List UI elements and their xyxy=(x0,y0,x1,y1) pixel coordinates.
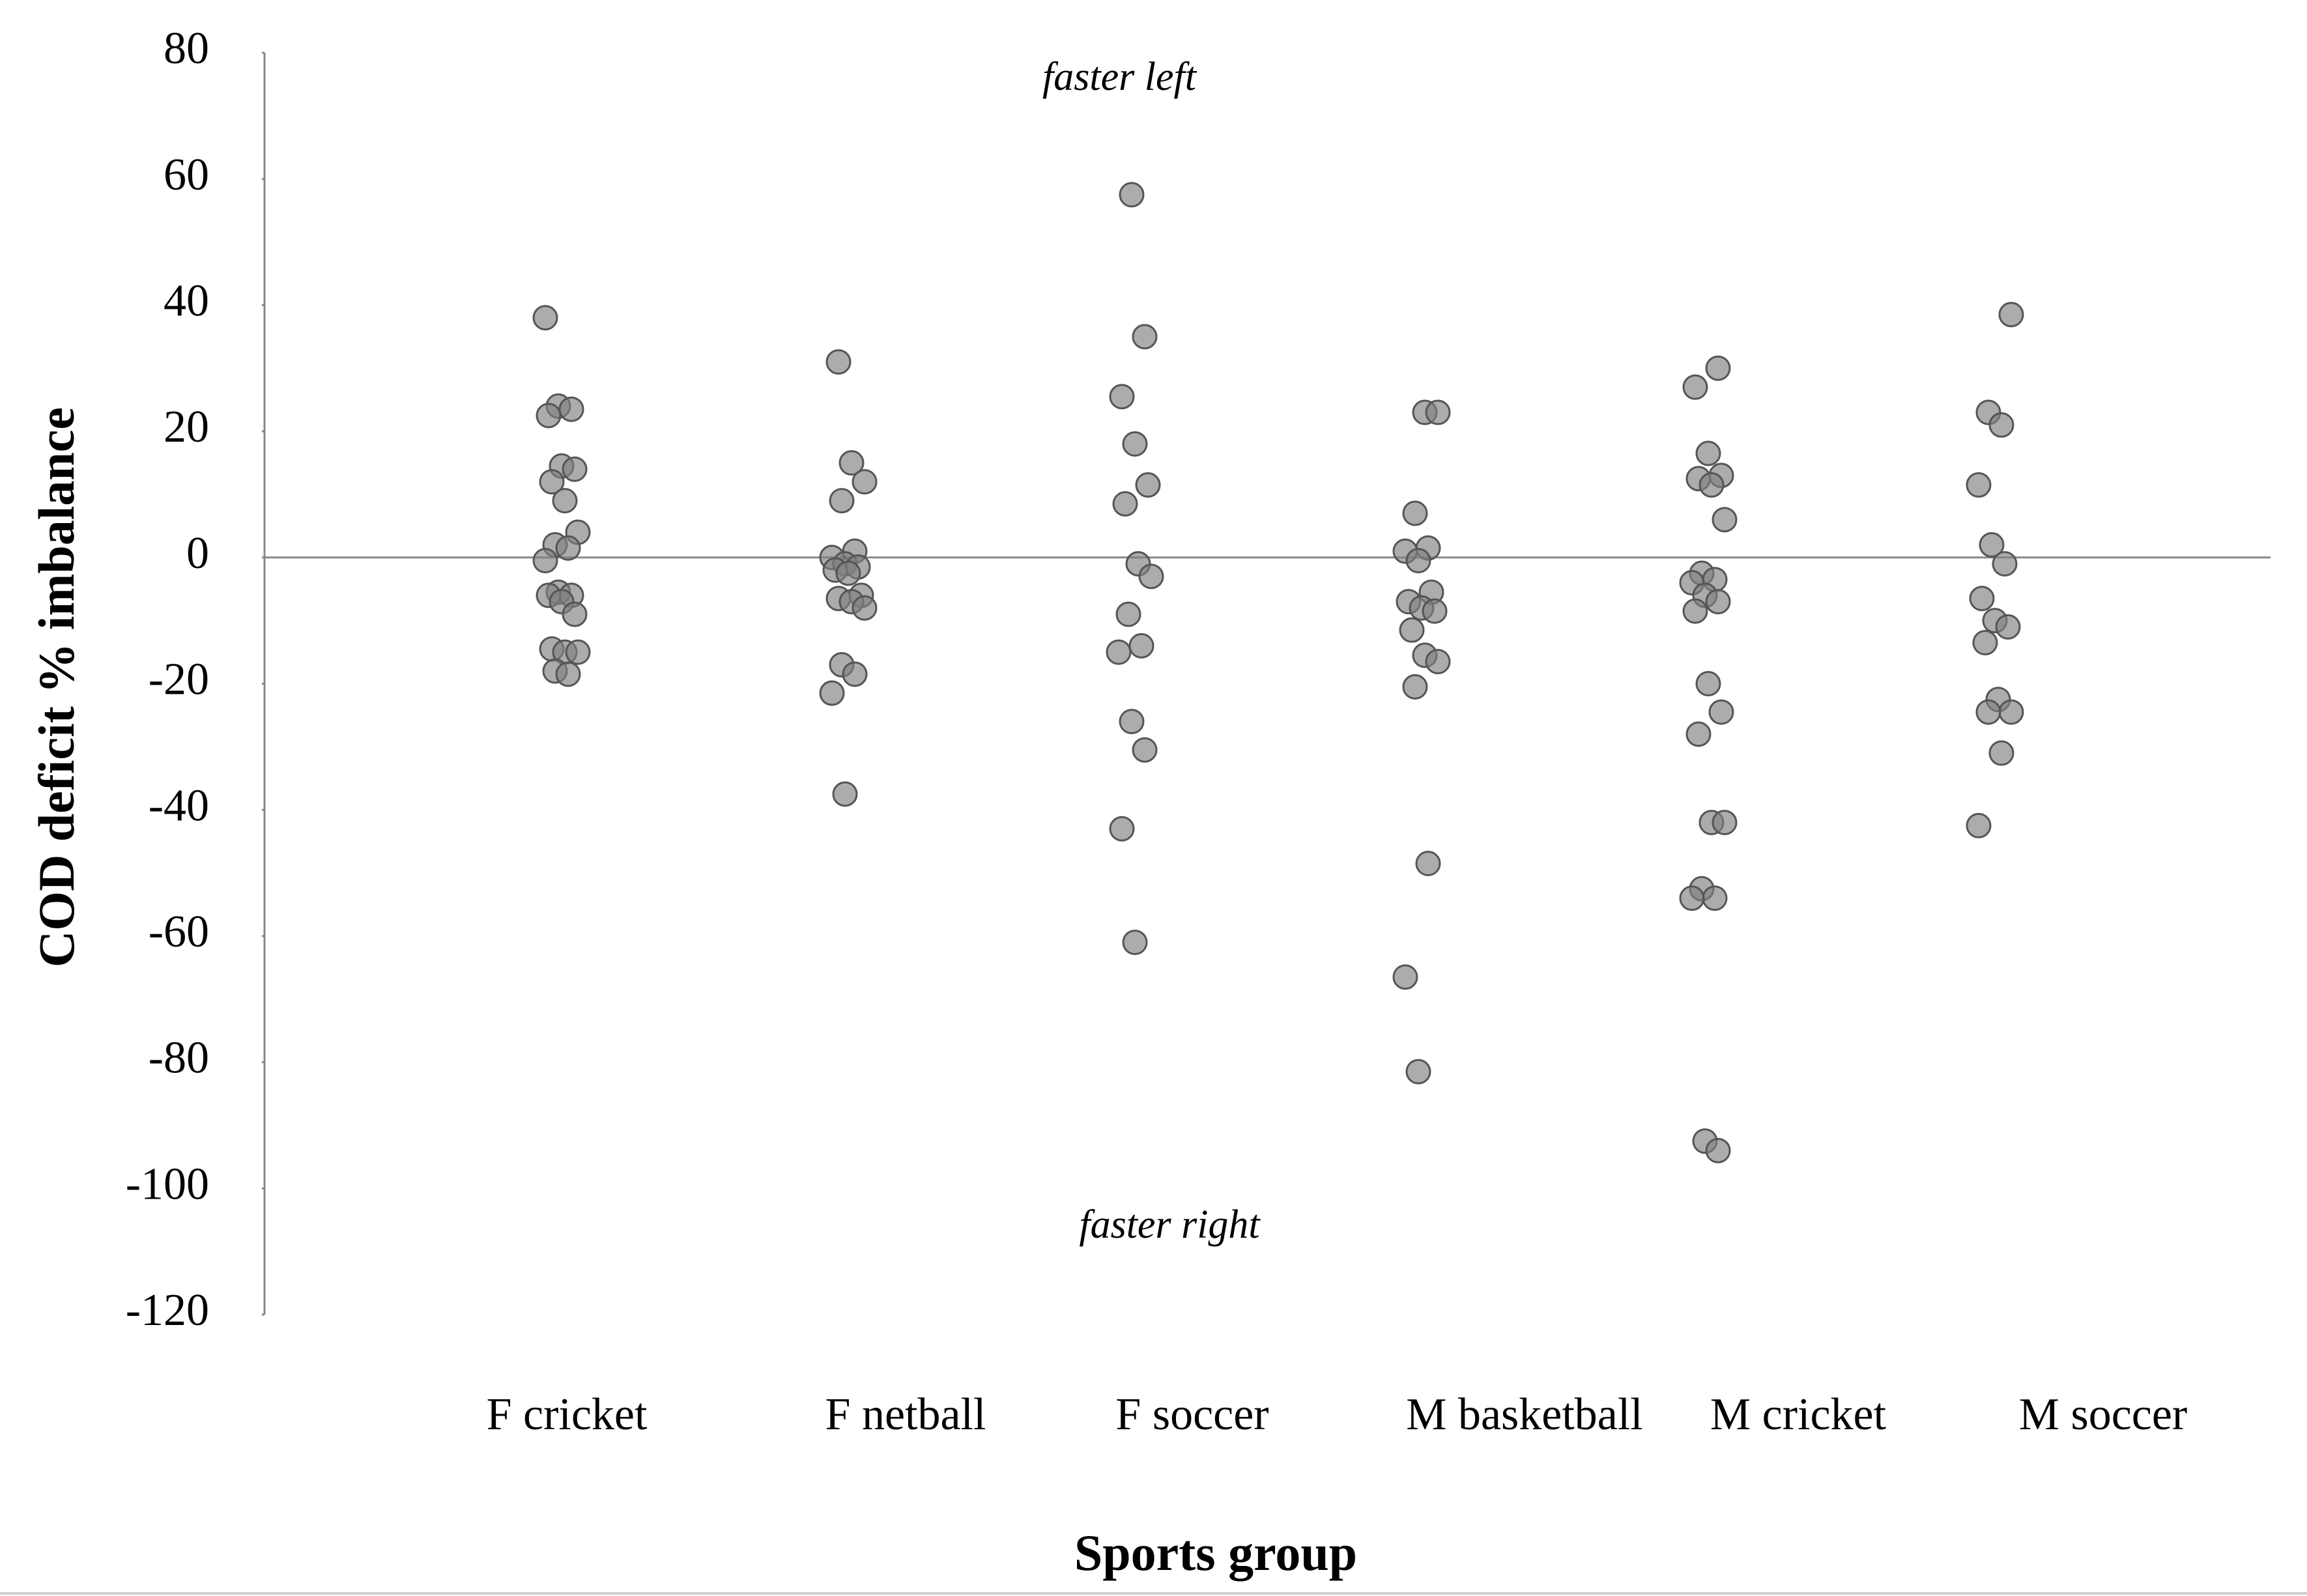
data-point xyxy=(1112,491,1138,517)
data-point xyxy=(1132,737,1158,763)
data-point xyxy=(1708,699,1734,725)
data-point xyxy=(1425,399,1451,425)
data-point xyxy=(555,661,581,687)
x-tick-label: M cricket xyxy=(1710,1389,1887,1440)
data-point xyxy=(852,595,878,621)
data-point xyxy=(1988,740,2014,766)
data-point xyxy=(1995,614,2021,640)
data-point xyxy=(1122,431,1148,457)
y-tick-label: -100 xyxy=(126,1159,209,1209)
data-point xyxy=(1405,1059,1431,1085)
x-axis-title: Sports group xyxy=(1074,1524,1357,1581)
data-point xyxy=(829,488,855,514)
data-point xyxy=(1705,355,1731,381)
x-tick-label: F cricket xyxy=(487,1389,648,1440)
data-point xyxy=(1685,721,1712,747)
data-point xyxy=(1415,851,1441,877)
data-point xyxy=(1702,885,1728,911)
data-point xyxy=(1698,472,1725,498)
data-point xyxy=(835,560,861,586)
data-point xyxy=(1425,649,1451,675)
data-point xyxy=(1119,182,1145,208)
data-point xyxy=(1712,507,1738,533)
data-point xyxy=(842,661,868,687)
data-point xyxy=(539,469,565,495)
data-point xyxy=(1705,1137,1731,1163)
data-point xyxy=(555,535,581,561)
y-tick-label: -40 xyxy=(149,780,209,831)
y-tick-label: 20 xyxy=(164,402,209,452)
data-point xyxy=(832,781,858,807)
y-tick-label: -120 xyxy=(126,1285,209,1335)
data-point xyxy=(1128,633,1154,659)
y-tick-label: -60 xyxy=(149,907,209,957)
data-point xyxy=(852,469,878,495)
data-point xyxy=(1979,532,2005,558)
data-point xyxy=(1998,302,2024,328)
data-point xyxy=(1115,601,1141,627)
data-point xyxy=(1695,671,1721,696)
data-point xyxy=(1132,324,1158,350)
data-point xyxy=(532,305,558,331)
data-point xyxy=(1682,374,1708,400)
y-tick-label: -20 xyxy=(149,655,209,705)
y-tick-label: 40 xyxy=(164,276,209,326)
data-point xyxy=(565,639,591,665)
data-point xyxy=(1119,709,1145,735)
data-point xyxy=(536,403,562,429)
data-point xyxy=(1122,930,1148,956)
x-tick-label: M soccer xyxy=(2019,1389,2188,1440)
data-point xyxy=(1712,810,1738,836)
data-point xyxy=(562,456,588,482)
y-tick-label: -80 xyxy=(149,1033,209,1083)
y-tick-label: 80 xyxy=(164,23,209,74)
data-point xyxy=(1106,639,1132,665)
x-tick-label: F soccer xyxy=(1115,1389,1268,1440)
data-point xyxy=(1969,586,1995,612)
data-point xyxy=(1966,472,1992,498)
x-tick-label: F netball xyxy=(825,1389,986,1440)
data-point xyxy=(1138,563,1164,590)
data-point xyxy=(1682,598,1708,624)
x-tick-label: M basketball xyxy=(1406,1389,1643,1440)
data-point xyxy=(1988,412,2014,438)
data-point xyxy=(838,450,865,476)
y-tick-label: 0 xyxy=(186,528,209,578)
data-point xyxy=(1992,550,2018,577)
data-point xyxy=(1998,699,2024,725)
data-point xyxy=(1405,548,1431,574)
data-point xyxy=(1679,885,1705,911)
annotation: faster right xyxy=(1079,1203,1261,1247)
data-point xyxy=(1109,816,1135,842)
data-point xyxy=(1399,617,1425,643)
data-point xyxy=(1402,674,1428,700)
data-point xyxy=(562,601,588,627)
data-point xyxy=(1705,589,1731,615)
data-point xyxy=(1695,440,1721,466)
data-point xyxy=(1402,500,1428,526)
data-point xyxy=(819,680,845,706)
data-point xyxy=(1975,699,2001,725)
data-point xyxy=(1392,964,1418,990)
annotation: faster left xyxy=(1042,55,1197,99)
y-axis-title: COD deficit % imbalance xyxy=(28,407,85,967)
data-point xyxy=(1135,472,1161,498)
y-tick-label: 60 xyxy=(164,150,209,200)
data-point xyxy=(1109,384,1135,410)
data-point xyxy=(532,548,558,574)
data-point xyxy=(1972,630,1998,656)
data-point xyxy=(825,349,852,375)
data-point xyxy=(552,488,578,514)
data-point xyxy=(558,396,584,422)
data-point xyxy=(1966,812,1992,838)
data-point xyxy=(1422,598,1448,624)
